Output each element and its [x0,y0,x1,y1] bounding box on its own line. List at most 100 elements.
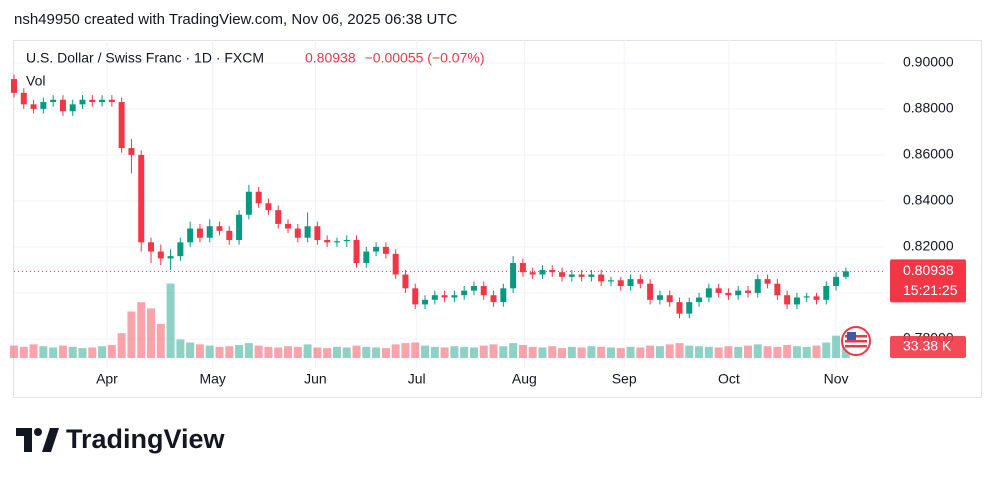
volume-bar [293,346,302,358]
volume-bar [734,346,743,358]
volume-bar [401,343,410,358]
volume-bar [421,345,430,358]
x-tick-label: Nov [824,371,849,387]
candle-body [294,228,301,238]
volume-bar [205,345,214,358]
candle-body [177,242,184,257]
candle-body [480,286,487,296]
last-price-label: 0.80938 [903,262,954,278]
volume-bar [225,346,234,358]
volume-bar [323,348,332,358]
candle-body [392,253,399,275]
candle-body [402,274,409,289]
volume-bar [783,344,792,358]
volume-bar [254,345,263,358]
volume-bar [352,345,361,358]
candle-body [206,226,213,238]
candle-body [686,302,693,314]
candle-body [324,240,331,243]
candle-body [314,226,321,241]
volume-bar [558,348,567,358]
x-tick-label: Apr [96,371,118,387]
candle-body [441,295,448,298]
volume-bar [176,339,185,358]
candle-body [11,79,17,93]
volume-bar [411,342,420,358]
candle-body [167,256,174,259]
candle-body [412,288,419,305]
candle-body [500,288,507,303]
volume-bar [499,346,508,358]
volume-bar [802,346,811,358]
candle-body [304,226,311,238]
candle-body [216,226,223,231]
symbol-title: U.S. Dollar / Swiss Franc · 1D · FXCM [26,50,264,66]
logo-shape [42,428,59,452]
volume-bar [156,323,165,358]
candle-body [50,99,57,103]
volume-bar [137,302,146,358]
candle-body [490,295,497,303]
logo-mark [16,428,59,452]
volume-bar [753,344,762,358]
candle-body [20,92,27,105]
candle-body [382,246,389,254]
candle-body [627,279,634,287]
candle-body [353,240,360,264]
candle-body [842,271,849,277]
candle-body [725,292,732,296]
volume-bar [538,347,547,358]
volume-bar [479,345,488,358]
candle-body [451,295,458,298]
volume-bar [675,343,684,358]
volume-bar [332,346,341,358]
candle-body [744,290,751,293]
x-tick-label: Oct [718,371,740,387]
candle-body [676,302,683,314]
candle-body [705,288,712,298]
candle-body [118,102,125,149]
us-flag-icon [841,326,871,356]
volume-bar [743,345,752,358]
credit-line: nsh49950 created with TradingView.com, N… [14,11,457,28]
candle-body [510,263,517,289]
volume-bar [606,347,615,358]
volume-bar [548,346,557,358]
volume-bar [695,346,704,358]
volume-bar [244,343,253,358]
volume-bar [724,346,733,358]
volume-bar [381,348,390,358]
volume-bar [704,346,713,358]
x-tick-label: May [199,371,225,387]
volume-bar [274,347,283,358]
candle-body [715,288,722,293]
volume-bar [117,333,126,358]
volume-bar [832,335,841,358]
candle-body [373,246,380,252]
candle-body [784,295,791,305]
volume-bar [636,347,645,358]
volume-bar [195,344,204,358]
volume-bar [284,346,293,358]
volume-bar [372,347,381,358]
volume-bar [822,342,831,358]
candle-body [422,299,429,305]
volume-bar [450,346,459,358]
volume-bar [626,346,635,358]
volume-bar [68,346,77,358]
volume-bar [577,347,586,358]
last-volume-box [890,336,966,358]
volume-bar [10,345,18,358]
y-tick-label: 0.86000 [903,146,954,162]
volume-bar [685,345,694,358]
candle-body [549,269,556,273]
candle-body [245,191,252,215]
y-tick-label: 0.82000 [903,238,954,254]
volume-bar [567,346,576,358]
volume-bar [78,348,87,358]
volume-bar [616,348,625,358]
x-tick-label: Jun [304,371,327,387]
volume-bar [29,344,38,358]
